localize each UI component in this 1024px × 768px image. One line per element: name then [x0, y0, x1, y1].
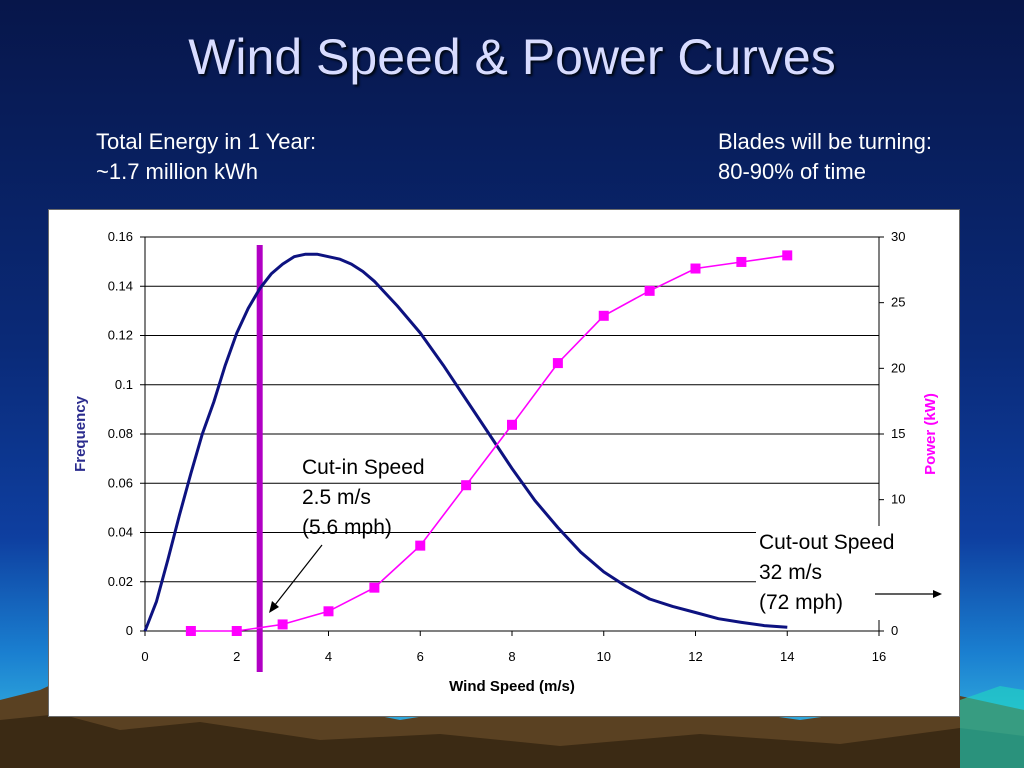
- cut-in-arrow: [270, 544, 323, 611]
- cut-in-mph-value: (5.6 mph): [302, 516, 392, 539]
- power-point: [323, 606, 334, 617]
- x-tick-label: 8: [508, 649, 515, 664]
- x-tick-label: 12: [688, 649, 702, 664]
- frequency-curve: [143, 252, 788, 632]
- power-point: [690, 263, 701, 274]
- series-layer: [143, 245, 793, 672]
- x-tick-label: 4: [325, 649, 332, 664]
- y-axis-title-left: Frequency: [72, 395, 89, 472]
- x-tick-label: 6: [417, 649, 424, 664]
- y-left-tick-label: 0.14: [108, 278, 133, 293]
- tick-labels: 00.020.040.060.080.10.120.140.1605101520…: [108, 229, 906, 664]
- axes: [140, 236, 884, 636]
- y-left-tick-label: 0.16: [108, 229, 133, 244]
- y-left-tick-label: 0.02: [108, 574, 133, 589]
- power-point: [598, 310, 609, 321]
- y-right-tick-label: 0: [891, 623, 898, 638]
- power-point: [415, 540, 426, 551]
- y-right-tick-label: 20: [891, 360, 905, 375]
- power-point: [369, 582, 380, 593]
- y-left-tick-label: 0: [126, 623, 133, 638]
- total-energy-note: Total Energy in 1 Year: ~1.7 million kWh: [96, 127, 316, 187]
- power-point: [231, 626, 242, 636]
- power-point: [461, 480, 472, 491]
- cut-out-label-backdrop: [756, 526, 922, 620]
- y-left-tick-label: 0.04: [108, 525, 133, 540]
- power-point: [736, 256, 747, 267]
- power-point: [185, 626, 196, 636]
- cut-out-mph-value: (72 mph): [759, 591, 843, 614]
- y-right-tick-label: 15: [891, 426, 905, 441]
- blades-turning-value: 80-90% of time: [718, 159, 866, 184]
- y-left-tick-label: 0.1: [115, 377, 133, 392]
- y-left-tick-label: 0.06: [108, 475, 133, 490]
- slide-title: Wind Speed & Power Curves: [188, 29, 836, 85]
- cut-in-speed-value: 2.5 m/s: [302, 486, 371, 509]
- blades-turning-note: Blades will be turning: 80-90% of time: [718, 127, 932, 187]
- blades-turning-label: Blades will be turning:: [718, 129, 933, 154]
- power-point: [552, 358, 563, 369]
- total-energy-value: ~1.7 million kWh: [96, 159, 259, 184]
- cut-out-speed-value: 32 m/s: [759, 561, 822, 584]
- y-right-tick-label: 30: [891, 229, 905, 244]
- total-energy-label: Total Energy in 1 Year:: [96, 129, 317, 154]
- power-point: [782, 250, 793, 261]
- y-left-tick-label: 0.12: [108, 328, 133, 343]
- cut-in-arrowhead: [269, 601, 279, 613]
- x-tick-label: 16: [872, 649, 886, 664]
- y-right-tick-label: 10: [891, 492, 905, 507]
- cut-in-label: Cut-in Speed: [302, 456, 425, 479]
- power-curve: [190, 254, 788, 632]
- cut-out-label: Cut-out Speed: [759, 531, 894, 554]
- power-point: [507, 419, 517, 430]
- cut-out-arrowhead: [933, 590, 942, 598]
- cut-out-annotation: Cut-out Speed 32 m/s (72 mph): [756, 526, 942, 620]
- cut-in-annotation: Cut-in Speed 2.5 m/s (5.6 mph): [269, 456, 425, 613]
- y-left-tick-label: 0.08: [108, 426, 133, 441]
- y-right-tick-label: 25: [891, 295, 905, 310]
- chart-panel: 00.020.040.060.080.10.120.140.1605101520…: [48, 209, 960, 717]
- power-point: [277, 619, 288, 630]
- y-axis-title-right: Power (kW): [922, 393, 939, 475]
- wind-power-chart: 00.020.040.060.080.10.120.140.1605101520…: [72, 229, 942, 695]
- x-tick-label: 10: [597, 649, 611, 664]
- x-tick-label: 14: [780, 649, 794, 664]
- x-tick-label: 2: [233, 649, 240, 664]
- power-point: [644, 285, 655, 296]
- x-axis-title: Wind Speed (m/s): [449, 678, 575, 695]
- x-tick-label: 0: [141, 649, 148, 664]
